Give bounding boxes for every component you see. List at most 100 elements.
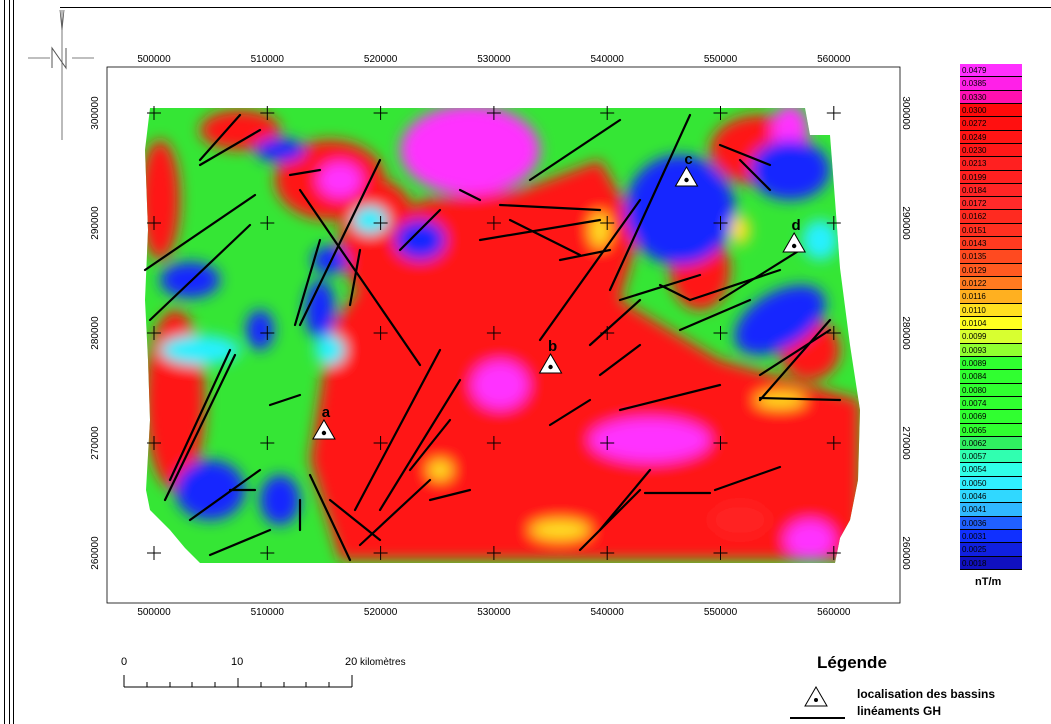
- scale-number-20: 20: [345, 656, 358, 668]
- color-scale-entry: 0.0116: [960, 290, 1024, 304]
- color-scale-swatch: [960, 170, 1022, 184]
- color-scale-entry: 0.0122: [960, 277, 1024, 291]
- color-scale-entry: 0.0199: [960, 170, 1024, 184]
- color-scale-entry: 0.0172: [960, 197, 1024, 211]
- legend-lineament-label: linéaments GH: [857, 704, 942, 718]
- color-scale-value: 0.0129: [962, 265, 987, 275]
- x-tick-label: 560000: [817, 607, 851, 618]
- color-scale-swatch: [960, 383, 1022, 397]
- color-scale-swatch: [960, 130, 1022, 144]
- basin-marker-a: a: [312, 404, 336, 440]
- grid-cross: [147, 106, 161, 120]
- color-scale-value: 0.0213: [962, 159, 987, 169]
- color-scale-entry: 0.0385: [960, 77, 1024, 91]
- color-scale-value: 0.0069: [962, 412, 987, 422]
- grid-cross: [826, 216, 841, 230]
- color-scale-entry: 0.0074: [960, 396, 1024, 411]
- color-scale-swatch: [960, 197, 1022, 211]
- y-tick-label-right: 260000: [900, 536, 911, 570]
- color-scale-entry: 0.0089: [960, 356, 1024, 371]
- color-scale-entry: 0.0041: [960, 503, 1024, 517]
- color-scale-value: 0.0080: [962, 385, 987, 395]
- color-scale-value: 0.0104: [962, 319, 987, 328]
- grid-cross: [373, 436, 388, 450]
- grid-cross: [600, 436, 615, 450]
- color-scale-value: 0.0057: [962, 452, 987, 462]
- grid-cross: [147, 546, 161, 560]
- color-scale-value: 0.0036: [962, 518, 987, 528]
- color-scale-entry: 0.0050: [960, 476, 1024, 491]
- x-tick-label: 560000: [817, 54, 851, 65]
- color-scale-entry: 0.0046: [960, 490, 1024, 504]
- grid-cross: [826, 326, 841, 340]
- color-scale-swatch: [960, 410, 1022, 424]
- grid-cross: [713, 436, 728, 450]
- x-tick-label: 500000: [137, 607, 171, 618]
- color-scale-swatch: [960, 223, 1022, 238]
- color-scale-swatch: [960, 64, 1022, 78]
- y-tick-label-right: 280000: [900, 316, 911, 350]
- color-scale-swatch: [960, 237, 1022, 251]
- color-scale-value: 0.0018: [962, 558, 987, 568]
- x-tick-labels-bottom: 500000 510000 520000 530000 540000 550000 5600…: [137, 607, 851, 618]
- color-scale-entry: 0.0213: [960, 157, 1024, 171]
- color-scale-value: 0.0122: [962, 279, 987, 289]
- x-tick-label: 540000: [591, 607, 625, 618]
- color-scale-unit: nT/m: [975, 576, 1002, 588]
- color-scale-swatch: [960, 543, 1022, 557]
- color-scale-swatch: [960, 263, 1022, 278]
- color-scale-swatch: [960, 103, 1022, 118]
- x-tick-label: 530000: [477, 607, 511, 618]
- color-scale-entry: 0.0065: [960, 423, 1024, 437]
- scale-number-10: 10: [231, 656, 244, 668]
- color-scale-value: 0.0162: [962, 212, 987, 222]
- color-scale-value: 0.0062: [962, 438, 987, 448]
- color-scale-value: 0.0249: [962, 132, 987, 142]
- basin-markers: a b c d: [312, 151, 807, 440]
- grid-cross: [600, 326, 615, 340]
- grid-cross: [713, 546, 728, 560]
- color-scale-value: 0.0385: [962, 79, 987, 89]
- color-scale-entry: 0.0054: [960, 463, 1024, 477]
- page-border-left-2: [9, 0, 10, 724]
- color-scale-value: 0.0074: [962, 398, 987, 408]
- x-tick-label: 510000: [251, 607, 285, 618]
- y-tick-labels-right: 300000 290000 280000 270000 260000: [900, 96, 911, 570]
- grid-cross: [713, 326, 728, 340]
- color-scale-value: 0.0099: [962, 332, 987, 342]
- map-frame: [106, 66, 901, 604]
- lineaments-layer: [143, 113, 842, 562]
- color-scale-value: 0.0151: [962, 225, 987, 235]
- color-scale-entry: 0.0036: [960, 516, 1024, 531]
- color-scale-entry: 0.0129: [960, 263, 1024, 278]
- color-scale-value: 0.0300: [962, 105, 987, 115]
- color-scale-entry: 0.0062: [960, 436, 1024, 451]
- grid-cross: [260, 106, 275, 120]
- grid-crosses: [147, 106, 841, 560]
- y-tick-labels-left: 300000 290000 280000 270000 260000: [90, 96, 101, 570]
- scale-unit: kilomètres: [360, 657, 406, 668]
- grid-cross: [826, 106, 841, 120]
- x-tick-label: 550000: [704, 54, 738, 65]
- color-scale-swatch: [960, 423, 1022, 437]
- grid-cross: [147, 326, 161, 340]
- basin-marker-b: b: [538, 338, 563, 374]
- color-scale-value: 0.0135: [962, 252, 987, 262]
- color-scale-value: 0.0084: [962, 372, 987, 382]
- grid-cross: [826, 546, 841, 560]
- color-scale-value: 0.0143: [962, 239, 987, 249]
- grid-cross: [260, 436, 275, 450]
- color-scale-swatch: [960, 503, 1022, 517]
- color-scale-entry: 0.0025: [960, 543, 1024, 557]
- y-tick-label-right: 300000: [900, 96, 911, 130]
- color-scale-swatch: [960, 157, 1022, 171]
- color-scale-entry: 0.0151: [960, 223, 1024, 238]
- color-scale-entry: 0.0099: [960, 330, 1024, 344]
- color-scale-value: 0.0272: [962, 119, 987, 129]
- y-tick-label-right: 270000: [900, 426, 911, 460]
- color-scale-entry: 0.0184: [960, 183, 1024, 198]
- color-scale-entry: 0.0110: [960, 303, 1024, 317]
- color-scale-entry: 0.0031: [960, 530, 1024, 544]
- color-scale-entry: 0.0479: [960, 64, 1024, 78]
